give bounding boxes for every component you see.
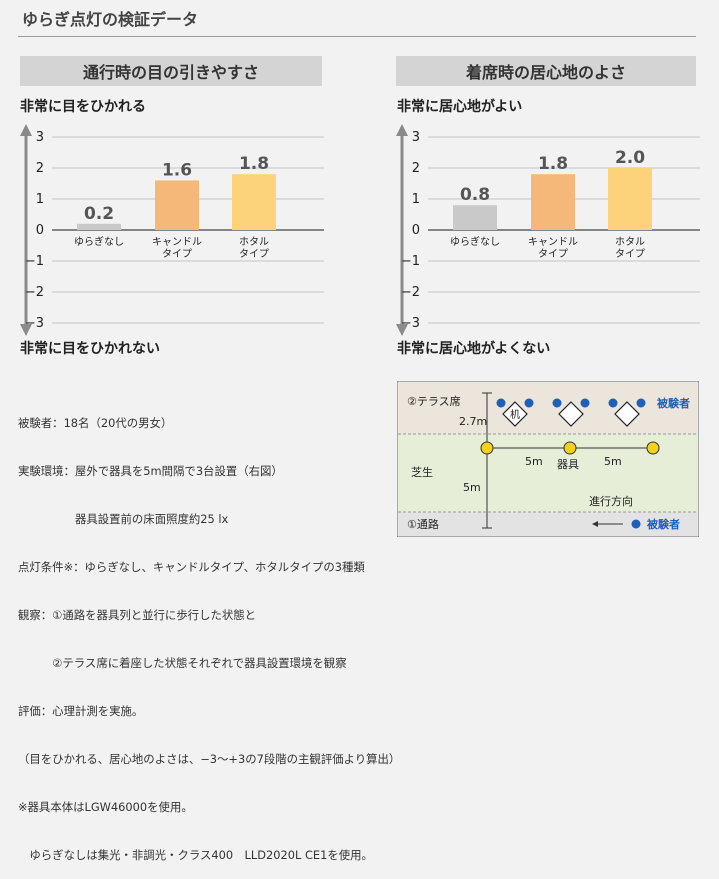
y-tick-label: −2 xyxy=(25,285,44,300)
spacing-label: 5m xyxy=(604,455,622,468)
note-line: ②テラス席に着座した状態それぞれで器具設置環境を観察 xyxy=(18,656,347,670)
bar xyxy=(531,174,575,230)
path-distance-label: 5m xyxy=(463,481,481,494)
x-category-label: タイプ xyxy=(615,248,645,260)
chart2-top-label: 非常に居心地がよい xyxy=(397,99,523,115)
note-line: 評価：心理計測を実施。 xyxy=(18,704,144,718)
chart2-heading: 着席時の居心地のよさ xyxy=(396,56,696,86)
y-tick-label: 2 xyxy=(36,161,44,176)
x-category-label: ゆらぎなし xyxy=(74,235,124,248)
bar xyxy=(608,168,652,230)
note-line: ゆらぎなしは集光・非調光・クラス400 LLD2020L CE1を使用。 xyxy=(18,848,373,862)
x-category-label: キャンドル xyxy=(152,237,202,248)
x-category-label: タイプ xyxy=(162,248,192,260)
terrace-label: ②テラス席 xyxy=(407,394,461,408)
x-category-label: タイプ xyxy=(538,248,568,260)
arrow-down-icon xyxy=(396,324,408,336)
y-tick-label: 0 xyxy=(412,223,420,238)
note-line: （目をひかれる、居心地のよさは、−3〜+3の7段階の主観評価より算出） xyxy=(18,752,401,766)
fixture-icon xyxy=(646,441,660,455)
arrow-up-icon xyxy=(396,124,408,136)
layout-diagram: ②テラス席 机 被験者 2.7m 5m 5m 5m 器具 芝生 進行方向 ①通路… xyxy=(397,381,699,537)
note-line: 被験者：18名（20代の男女） xyxy=(18,416,173,430)
y-tick-label: 3 xyxy=(412,130,420,145)
note-line: ※器具本体はLGW46000を使用。 xyxy=(18,800,193,814)
bar-value-label: 2.0 xyxy=(615,148,645,168)
bar xyxy=(453,205,497,230)
note-line: 観察：①通路を器具列と並行に歩行した状態と xyxy=(18,608,257,622)
chart1-top-label: 非常に目をひかれる xyxy=(20,99,146,115)
bar xyxy=(155,180,199,230)
y-tick-label: 2 xyxy=(412,161,420,176)
fixture-label: 器具 xyxy=(557,458,579,471)
x-category-label: タイプ xyxy=(239,248,269,260)
bar-value-label: 1.8 xyxy=(538,154,568,174)
desk-icon xyxy=(614,401,640,427)
bar-value-label: 0.8 xyxy=(460,185,490,205)
desk-icon xyxy=(502,401,528,427)
y-tick-label: −3 xyxy=(25,316,44,331)
x-category-label: キャンドル xyxy=(528,237,578,248)
subject-icon xyxy=(636,398,646,408)
y-tick-label: 1 xyxy=(412,192,420,207)
arrow-down-icon xyxy=(20,324,32,336)
chart1-heading: 通行時の目の引きやすさ xyxy=(20,56,322,86)
subject-icon xyxy=(631,519,641,529)
note-line: 実験環境：屋外で器具を5m間隔で3台設置（右図） xyxy=(18,464,283,478)
y-tick-label: −1 xyxy=(25,254,44,269)
terrace-zone xyxy=(398,382,698,434)
lawn-label: 芝生 xyxy=(411,465,433,479)
arrow-up-icon xyxy=(20,124,32,136)
fixture-icon xyxy=(563,441,577,455)
subject-label: 被験者 xyxy=(647,517,680,531)
bar-value-label: 1.6 xyxy=(162,160,192,180)
subject-icon xyxy=(552,398,562,408)
title-divider xyxy=(18,36,696,37)
subject-icon xyxy=(580,398,590,408)
page-title: ゆらぎ点灯の検証データ xyxy=(22,10,199,29)
desk-icon xyxy=(558,401,584,427)
subject-icon xyxy=(608,398,618,408)
y-tick-label: 3 xyxy=(36,130,44,145)
y-tick-label: −2 xyxy=(401,285,420,300)
note-line: 器具設置前の床面照度約25 lx xyxy=(18,512,229,526)
desk-label: 机 xyxy=(510,408,520,421)
y-tick-label: −3 xyxy=(401,316,420,331)
y-tick-label: 0 xyxy=(36,223,44,238)
fixture-icon xyxy=(480,441,494,455)
subject-icon xyxy=(496,398,506,408)
spacing-label: 5m xyxy=(525,455,543,468)
x-category-label: ホタル xyxy=(615,236,645,248)
bar xyxy=(77,223,121,230)
experiment-notes: 被験者：18名（20代の男女） 実験環境：屋外で器具を5m間隔で3台設置（右図）… xyxy=(18,383,400,879)
bar-value-label: 1.8 xyxy=(239,154,269,174)
y-tick-label: 1 xyxy=(36,192,44,207)
path-label: ①通路 xyxy=(407,518,439,531)
subject-icon xyxy=(524,398,534,408)
bar xyxy=(232,174,276,230)
terrace-distance-label: 2.7m xyxy=(459,415,487,428)
chart2-bottom-label: 非常に居心地がよくない xyxy=(397,341,551,357)
direction-label: 進行方向 xyxy=(589,494,633,508)
x-category-label: ゆらぎなし xyxy=(450,235,500,248)
subject-label: 被験者 xyxy=(657,396,690,410)
x-category-label: ホタル xyxy=(239,236,269,248)
note-line: 点灯条件※：ゆらぎなし、キャンドルタイプ、ホタルタイプの3種類 xyxy=(18,560,365,574)
path-zone xyxy=(398,512,698,536)
y-tick-label: −1 xyxy=(401,254,420,269)
bar-value-label: 0.2 xyxy=(84,204,114,224)
chart1-bottom-label: 非常に目をひかれない xyxy=(20,341,160,357)
